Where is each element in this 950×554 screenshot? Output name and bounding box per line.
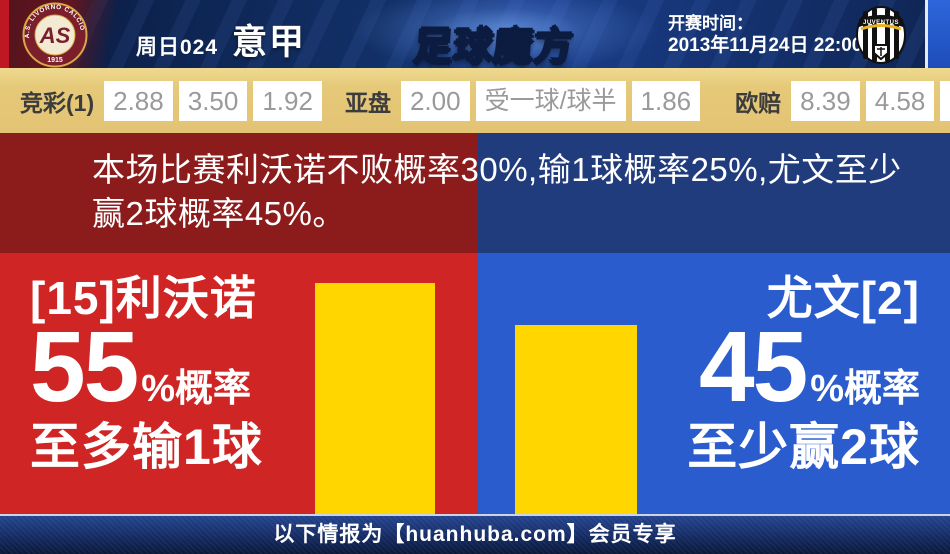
livorno-club-badge-icon: A.S. LIVORNO CALCIO 1915 AS <box>22 2 88 68</box>
kickoff-time: 2013年11月24日 22:00 <box>668 35 863 56</box>
asian-home-odds[interactable]: 2.00 <box>400 80 470 121</box>
away-percent-value: 45 <box>698 310 808 423</box>
home-team-panel: [15]利沃诺 55 %概率 至多输1球 <box>30 273 263 472</box>
prediction-summary-text: 本场比赛利沃诺不败概率30%,输1球概率25%,尤文至少 赢2球概率45%。 <box>92 148 902 236</box>
home-percent-value: 55 <box>30 310 139 423</box>
jingcai-draw-odds[interactable]: 3.50 <box>178 80 248 121</box>
header-left-stripe <box>0 0 9 68</box>
home-outcome-text: 至多输1球 <box>30 418 263 475</box>
european-away-odds[interactable]: 1.36 <box>940 80 950 121</box>
summary-line-2: 赢2球概率45%。 <box>92 195 346 232</box>
header: A.S. LIVORNO CALCIO 1915 AS 周日024 意甲 足球魔… <box>0 0 950 68</box>
header-right-stripe <box>928 0 950 68</box>
match-title: 周日024 意甲 <box>136 14 306 65</box>
livorno-year-label: 1915 <box>47 57 63 64</box>
left-probability-bar <box>315 283 435 514</box>
away-percent-row: 45 %概率 <box>687 316 920 418</box>
kickoff-label: 开赛时间： <box>668 14 753 33</box>
prediction-summary: 本场比赛利沃诺不败概率30%,输1球概率25%,尤文至少 赢2球概率45%。 <box>0 133 950 253</box>
away-outcome-text: 至少赢2球 <box>687 418 920 475</box>
away-team-name: 尤文[2] <box>766 272 920 324</box>
home-team-name: [15]利沃诺 <box>30 272 257 324</box>
jingcai-home-odds[interactable]: 2.88 <box>104 80 173 121</box>
juventus-name-label: JUVENTUS <box>863 20 899 26</box>
footer-membership-text: 以下情报为【huanhuba.com】会员专享 <box>273 523 677 546</box>
european-home-odds[interactable]: 8.39 <box>791 80 860 121</box>
match-number: 周日024 <box>136 36 219 59</box>
probability-panels: [15]利沃诺 55 %概率 至多输1球 尤文[2] 45 %概率 至少赢2球 <box>0 253 950 514</box>
summary-line-1: 本场比赛利沃诺不败概率30%,输1球概率25%,尤文至少 <box>92 151 902 188</box>
away-team-panel: 尤文[2] 45 %概率 至少赢2球 <box>687 273 920 472</box>
home-percent-row: 55 %概率 <box>30 316 263 418</box>
asian-away-odds[interactable]: 1.86 <box>631 80 701 121</box>
away-percent-suffix: %概率 <box>810 367 920 410</box>
asian-handicap-label: 亚盘 <box>344 89 391 116</box>
jingcai-away-odds[interactable]: 1.92 <box>253 80 322 121</box>
european-draw-odds[interactable]: 4.58 <box>865 80 935 121</box>
odds-group-asian-handicap: 亚盘 2.00 受一球/球半 1.86 <box>344 80 703 121</box>
european-odds-label: 欧赔 <box>735 89 782 116</box>
odds-group-jingcai: 竞彩(1) 2.88 3.50 1.92 <box>20 80 325 121</box>
odds-bar: 竞彩(1) 2.88 3.50 1.92 亚盘 2.00 受一球/球半 1.86… <box>0 68 950 133</box>
brand-logo: 足球魔方 <box>412 16 576 68</box>
asian-handicap-line[interactable]: 受一球/球半 <box>475 80 626 121</box>
juventus-club-badge-icon: JUVENTUS <box>856 6 906 64</box>
header-divider <box>925 0 928 68</box>
jingcai-label: 竞彩(1) <box>20 89 95 116</box>
livorno-monogram: AS <box>39 23 71 48</box>
home-percent-suffix: %概率 <box>141 367 252 410</box>
kickoff-info: 开赛时间： 2013年11月24日 22:00 <box>668 13 862 57</box>
brand-glow <box>400 0 610 68</box>
right-probability-bar <box>515 325 637 514</box>
odds-group-european: 欧赔 8.39 4.58 1.36 <box>735 80 950 121</box>
league-name: 意甲 <box>232 23 307 62</box>
footer-bar: 以下情报为【huanhuba.com】会员专享 <box>0 514 950 554</box>
